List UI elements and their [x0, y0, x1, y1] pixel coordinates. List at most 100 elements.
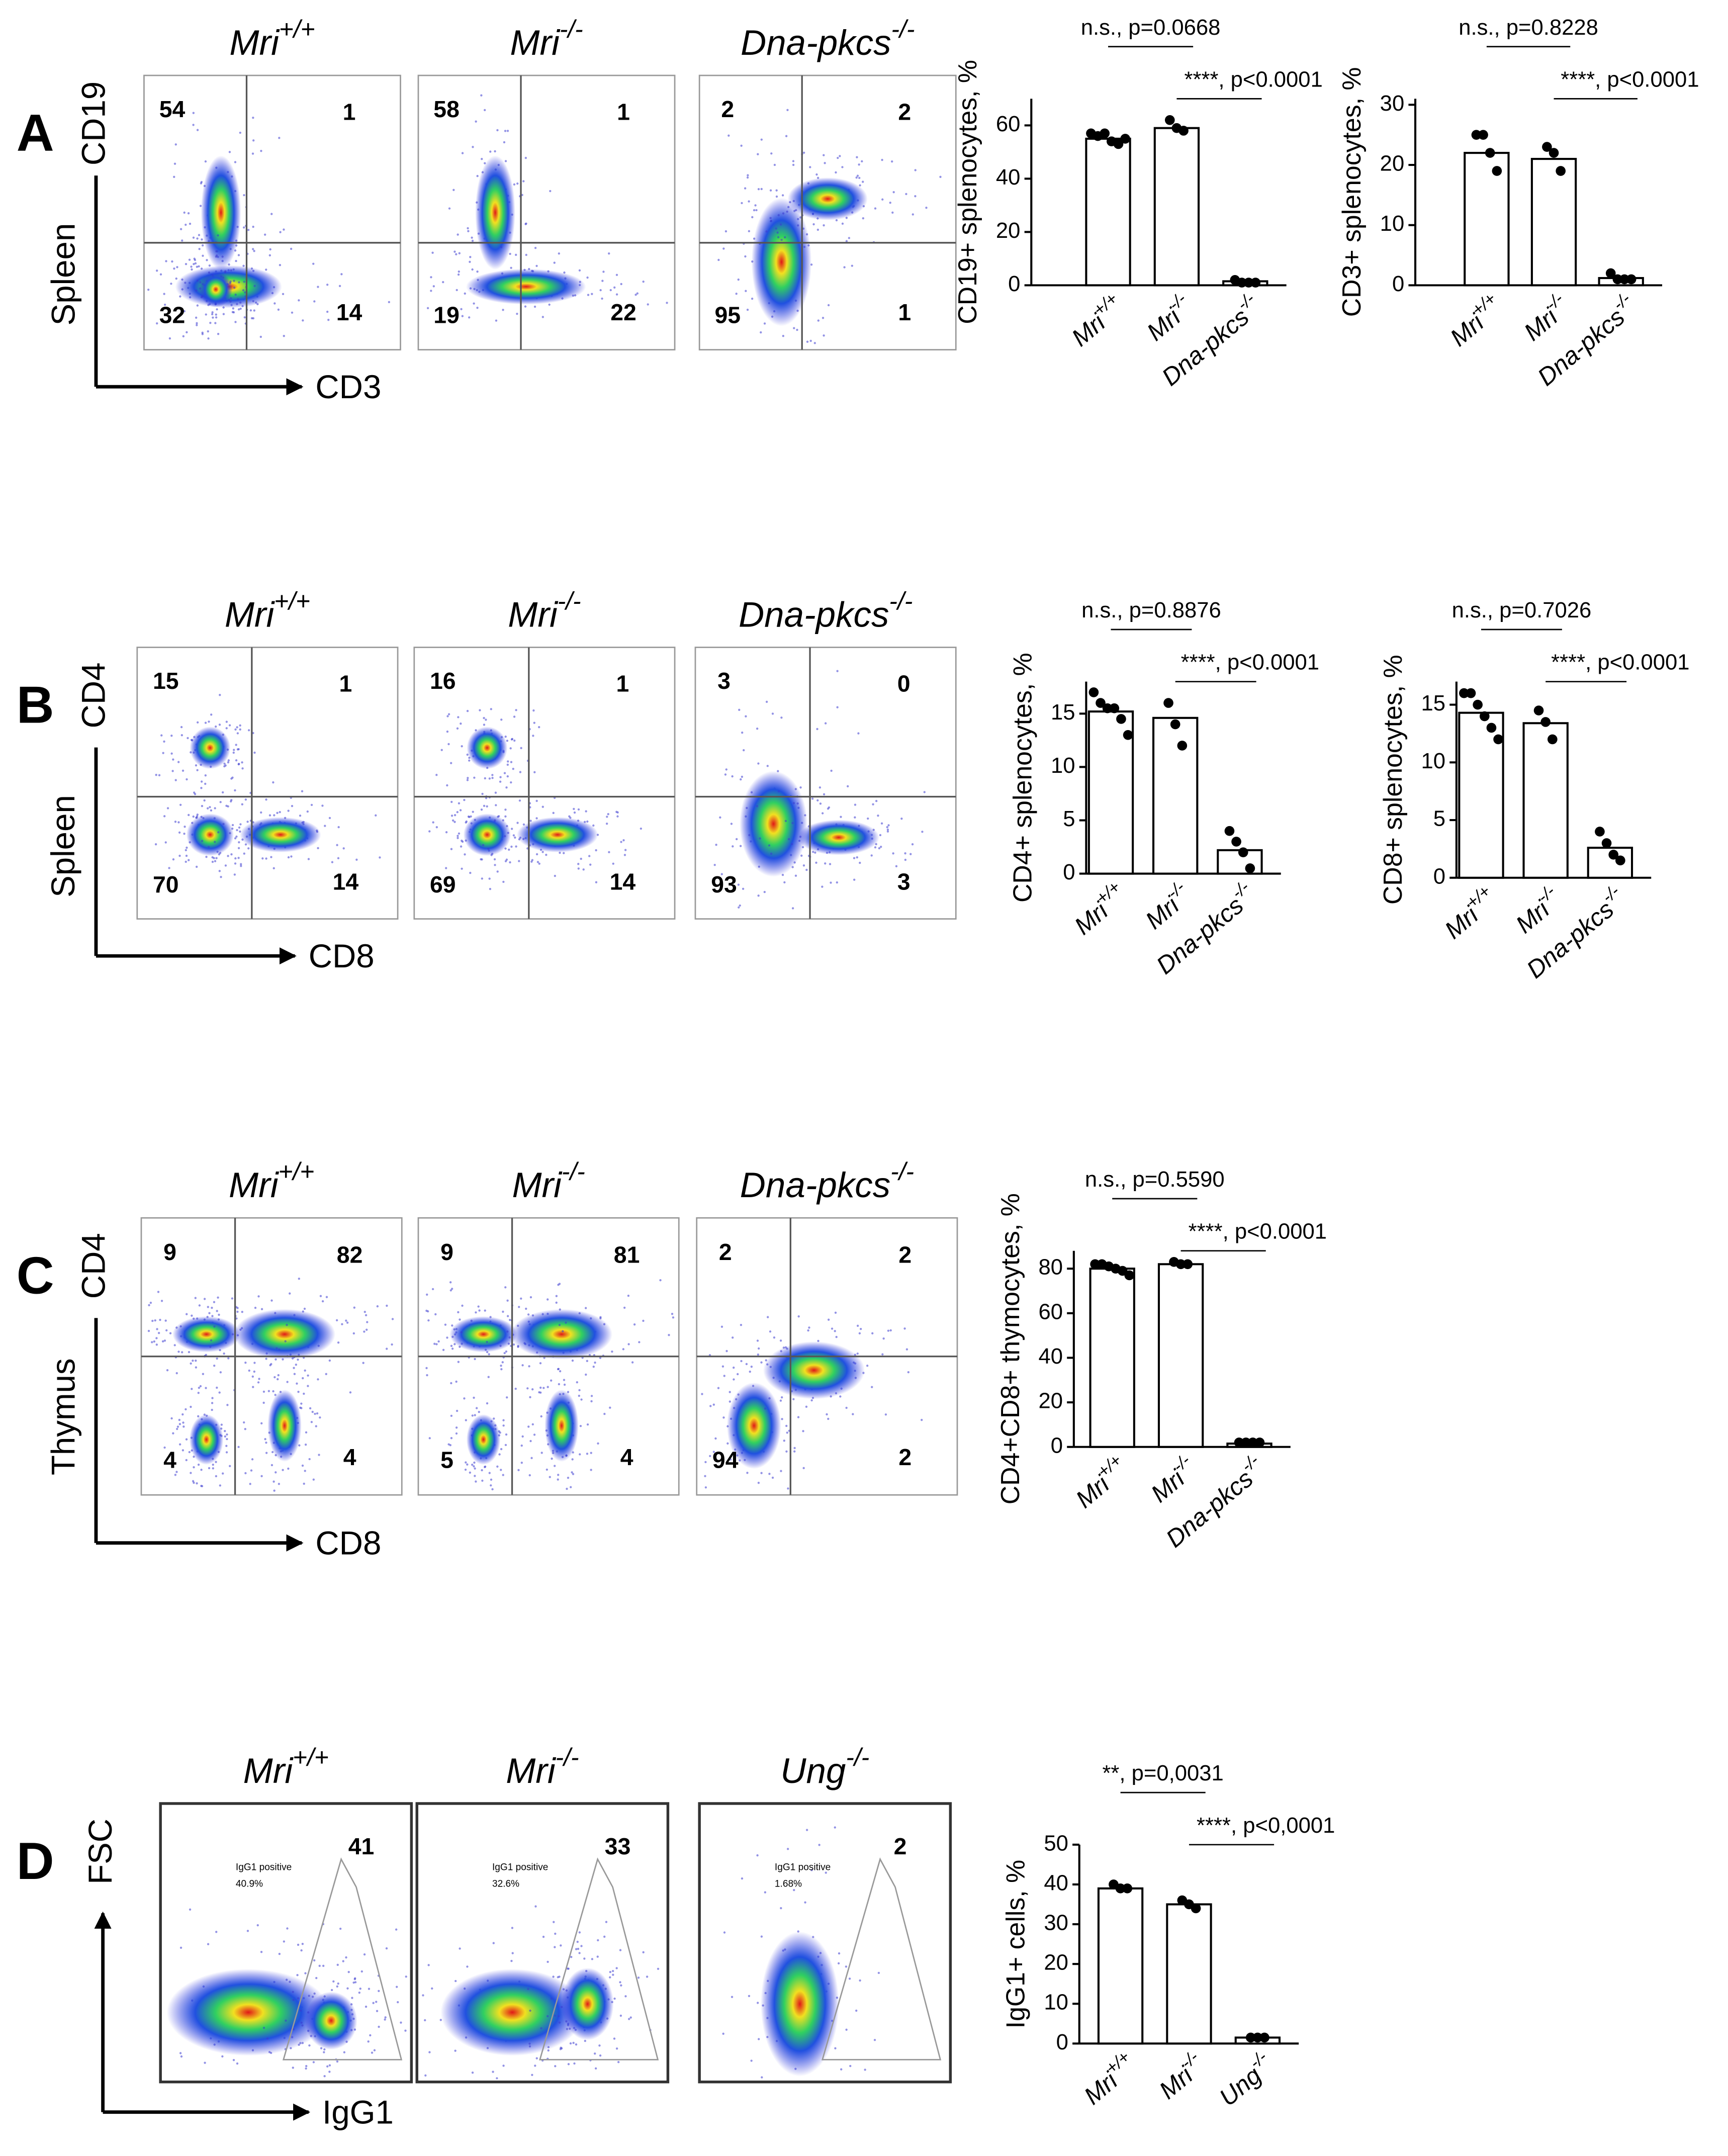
event-dot — [624, 849, 627, 851]
event-dot — [378, 2025, 380, 2028]
genotype-label: Ung-/- — [780, 1743, 869, 1791]
event-dot — [503, 772, 506, 774]
event-dot — [476, 174, 479, 177]
genotype-sup: -/- — [558, 587, 581, 615]
event-dot — [493, 858, 496, 861]
event-dot — [709, 1455, 711, 1458]
event-dot — [489, 150, 492, 153]
event-dot — [474, 1358, 476, 1361]
event-dot — [524, 156, 527, 159]
event-dot — [504, 815, 507, 818]
event-dot — [748, 834, 751, 837]
event-dot — [812, 223, 815, 226]
event-dot — [185, 854, 188, 857]
event-dot — [235, 744, 237, 746]
event-dot — [878, 847, 881, 850]
event-dot — [251, 1375, 254, 1378]
event-dot — [817, 1339, 820, 1342]
event-dot — [196, 1482, 198, 1485]
event-dot — [428, 1437, 431, 1440]
event-dot — [584, 1307, 587, 1309]
gate-label: IgG1 positive — [492, 1862, 548, 1872]
event-dot — [454, 2049, 457, 2052]
event-dot — [347, 1970, 350, 1973]
event-dot — [262, 1401, 265, 1404]
event-dot — [426, 1293, 428, 1296]
event-dot — [196, 322, 198, 324]
event-dot — [386, 1348, 388, 1350]
event-dot — [467, 230, 470, 232]
event-dot — [447, 1443, 450, 1446]
event-dot — [848, 1978, 851, 1980]
event-dot — [162, 752, 164, 754]
event-dot — [176, 1427, 178, 1430]
event-dot — [570, 1955, 573, 1958]
event-dot — [234, 161, 237, 163]
event-dot — [722, 1416, 725, 1419]
event-dot — [455, 1432, 458, 1435]
event-dot — [291, 311, 294, 314]
event-dot — [532, 735, 534, 737]
event-dot — [722, 2032, 724, 2035]
data-point — [1492, 166, 1502, 176]
event-dot — [179, 803, 182, 806]
event-dot — [802, 1430, 804, 1432]
event-dot — [599, 2054, 602, 2057]
event-dot — [186, 331, 188, 334]
event-dot — [783, 881, 786, 884]
plot-frame — [413, 647, 676, 920]
event-dot — [424, 2019, 426, 2022]
density-blob — [233, 1309, 336, 1360]
event-dot — [317, 1378, 319, 1381]
event-dot — [437, 1340, 440, 1343]
event-dot — [342, 1960, 344, 1962]
quadrant-percent: 95 — [714, 302, 741, 328]
event-dot — [200, 1469, 203, 1471]
data-point — [1247, 1438, 1258, 1448]
event-dot — [450, 800, 453, 803]
event-dot — [163, 815, 166, 818]
event-dot — [534, 2064, 536, 2067]
event-dot — [178, 1423, 181, 1425]
event-dot — [515, 845, 517, 848]
event-dot — [450, 848, 453, 850]
event-dot — [287, 1467, 290, 1470]
event-dot — [157, 1331, 160, 1334]
event-dot — [183, 310, 186, 313]
event-dot — [827, 1417, 830, 1420]
event-dot — [729, 1400, 731, 1403]
event-dot — [533, 771, 536, 774]
event-dot — [594, 2052, 596, 2055]
event-dot — [539, 1362, 542, 1365]
event-dot — [236, 1307, 239, 1309]
event-dot — [864, 2069, 866, 2071]
event-dot — [315, 1425, 317, 1427]
event-dot — [446, 1336, 448, 1339]
event-dot — [424, 2074, 427, 2077]
event-dot — [247, 847, 250, 850]
event-dot — [889, 201, 891, 204]
event-dot — [547, 2049, 550, 2052]
event-dot — [549, 190, 552, 193]
event-dot — [499, 780, 502, 783]
event-dot — [603, 1412, 606, 1415]
event-dot — [163, 1339, 166, 1342]
event-dot — [856, 156, 858, 158]
density-blob — [466, 1414, 501, 1465]
event-dot — [777, 236, 780, 239]
event-dot — [187, 212, 190, 215]
genotype-base: Mri — [508, 595, 559, 635]
bar — [1089, 1268, 1135, 1448]
event-dot — [787, 1487, 789, 1490]
event-dot — [221, 255, 224, 258]
event-dot — [848, 237, 851, 239]
event-dot — [426, 1374, 428, 1377]
event-dot — [592, 1365, 595, 1368]
quadrant-percent: 1 — [339, 670, 352, 696]
panel-letter: A — [17, 104, 54, 162]
event-dot — [453, 821, 456, 823]
event-dot — [751, 297, 754, 300]
event-dot — [777, 214, 780, 217]
event-dot — [605, 823, 608, 825]
event-dot — [554, 1465, 556, 1467]
